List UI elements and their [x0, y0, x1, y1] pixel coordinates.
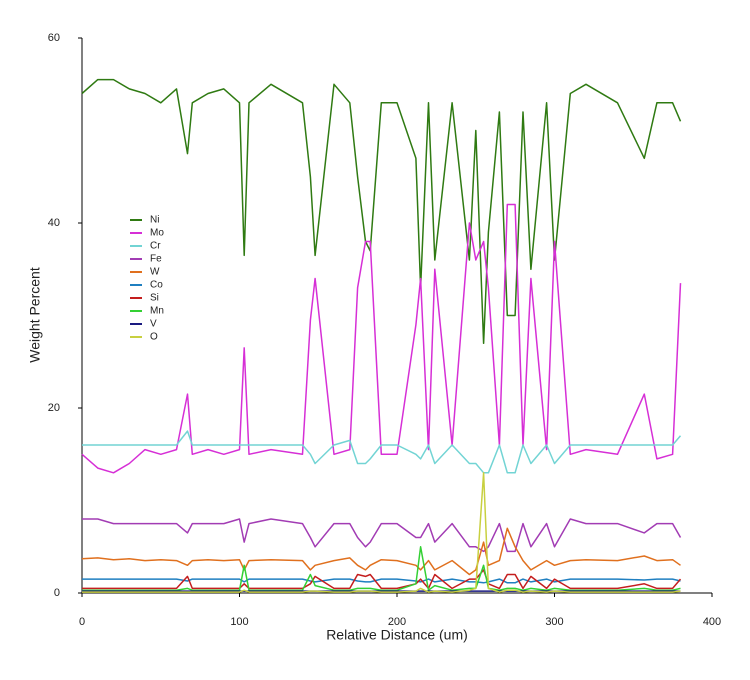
legend-label: Mo [150, 228, 164, 239]
legend-label: V [150, 319, 157, 330]
y-axis-title: Weight Percent [27, 267, 43, 363]
legend-label: W [150, 267, 160, 278]
legend-label: Ni [150, 215, 159, 226]
legend-label: O [150, 332, 158, 343]
series-line [82, 430, 682, 474]
legend-label: Co [150, 280, 163, 291]
x-tick-label: 300 [545, 616, 563, 628]
series-line [81, 203, 682, 474]
x-tick-label: 200 [388, 616, 406, 628]
legend-label: Mn [150, 306, 164, 317]
x-tick-label: 100 [230, 616, 248, 628]
x-tick-label: 400 [703, 616, 721, 628]
y-tick-label: 0 [54, 587, 60, 599]
series-line [82, 546, 681, 591]
series-line [81, 78, 682, 345]
legend-label: Cr [150, 241, 161, 252]
legend-label: Si [150, 293, 159, 304]
y-tick-label: 20 [48, 402, 60, 414]
x-axis-title: Relative Distance (um) [326, 627, 468, 643]
x-tick-label: 0 [79, 616, 85, 628]
series-line [81, 527, 681, 576]
series-line [82, 569, 682, 590]
y-tick-label: 60 [48, 32, 60, 44]
y-tick-label: 40 [48, 217, 60, 229]
series-line [82, 472, 681, 593]
series-line [82, 578, 681, 584]
legend-label: Fe [150, 254, 162, 265]
series-line [82, 518, 682, 553]
